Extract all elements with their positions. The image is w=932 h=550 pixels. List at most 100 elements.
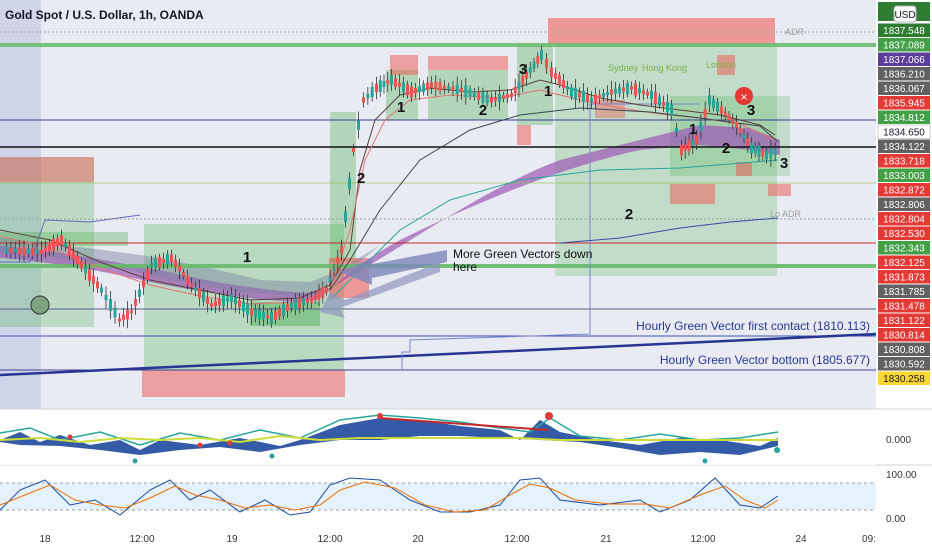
price-label-text: 1837.548 [883,26,925,37]
candle-body [683,144,687,151]
price-label-text: 1833.718 [883,157,925,168]
candle-body [138,289,141,297]
candle-body [290,302,293,308]
candle-body [761,149,765,157]
candle-body [92,276,95,284]
wave-label: 1 [689,121,697,138]
candle-body [186,275,189,284]
price-label-text: 1835.945 [883,99,925,110]
red-zone [736,162,752,176]
candle-body [178,266,181,272]
candle-body [44,247,47,252]
candle-body [590,97,593,103]
candle-body [48,242,51,252]
price-label-text: 1830.808 [883,345,925,356]
candle-body [198,288,201,298]
annotation-arrows: × [30,87,753,318]
candle-body [570,87,573,97]
price-label-text: 1833.003 [883,171,925,182]
candle-body [190,283,193,287]
ma-line [329,107,779,291]
candle-body [658,96,661,106]
candle-body [494,97,497,101]
time-tick-label: 12:00 [129,534,154,545]
candle-body [254,309,257,318]
candle-body [735,121,738,129]
red-zone [390,55,418,75]
candle-body [513,86,517,94]
candle-body [321,286,325,299]
candle-body [610,89,613,95]
price-label-text: 1834.812 [883,113,925,124]
candle-body [118,318,121,322]
price-label-badge [878,226,930,240]
time-tick-label: 20 [412,534,424,545]
price-label-badge [878,96,930,110]
candle-body [506,93,509,99]
candle-body [646,91,649,96]
candle-body [528,67,532,73]
price-label-badge [878,67,930,81]
candle-body [5,246,8,254]
candle-body [126,309,129,320]
candle-body [182,272,185,277]
candle-body [375,83,378,93]
red-zone [548,18,775,44]
oscillator-1-dot [545,412,553,420]
price-label-text: 1832.872 [883,186,925,197]
currency-button-label[interactable]: USD [894,10,915,21]
currency-button[interactable]: USD [893,5,917,23]
line-label-bottom: Hourly Green Vector bottom (1805.677) [660,353,870,367]
candle-body [242,301,245,312]
price-label-badge [878,357,930,371]
candle-body [170,254,173,262]
candle-body [250,308,253,316]
candle-body [210,303,213,307]
wave-label: 2 [722,140,730,157]
time-tick-label: 12:00 [690,534,715,545]
candle-body [394,78,397,87]
candle-body [414,88,417,94]
candle-body [502,95,505,99]
price-candles [5,45,777,329]
time-tick-label: 24 [795,534,807,545]
candle-body [550,67,553,77]
price-label-text: 1830.814 [883,331,925,342]
candle-body [410,86,413,98]
red-zone [517,125,531,145]
price-label-text: 1836.210 [883,70,925,81]
candle-body [174,259,177,268]
candle-body [769,148,773,159]
candle-body [614,88,617,94]
oscillator-2-level-label: 0.00 [886,514,906,525]
candle-body [357,120,360,130]
oscillator-2-k-line [0,477,779,516]
candle-body [691,139,695,146]
price-label-text: 1831.785 [883,287,925,298]
candle-body [545,58,548,69]
candle-body [96,281,99,289]
oscillator-2-level-label: 100.00 [886,470,917,481]
candle-body [72,250,75,260]
candle-body [765,150,768,160]
candle-body [9,247,13,253]
currency-button-frame[interactable] [893,5,917,23]
candle-body [582,91,585,103]
candle-body [606,92,609,96]
candle-body [574,87,577,100]
price-label-badge [878,52,930,66]
candle-body [434,81,438,90]
candle-body [406,84,409,95]
wave-label: 3 [747,102,755,119]
time-tick-label: 21 [600,534,612,545]
candle-body [525,71,528,79]
wave-label: 3 [519,61,527,78]
candle-body [328,277,332,283]
candle-body [282,304,285,317]
red-zone [142,370,345,397]
candle-body [536,56,540,64]
candle-body [695,135,698,145]
candle-body [31,247,35,256]
